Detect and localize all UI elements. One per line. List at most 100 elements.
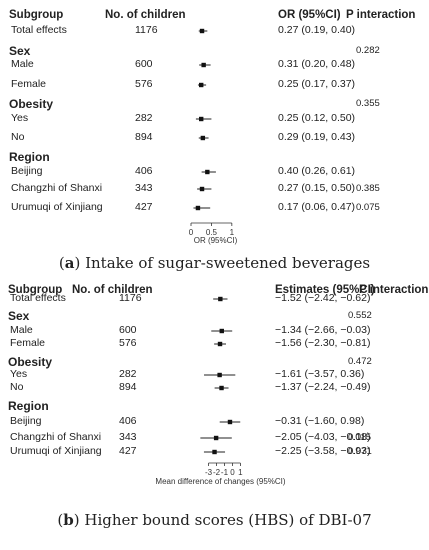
estimate-text: −0.31 (−1.60, 0.98) <box>275 415 365 427</box>
header-subgroup: Subgroup <box>8 284 63 296</box>
point-estimate <box>201 62 206 68</box>
header-estimate: OR (95%CI) <box>278 9 341 21</box>
header-n-children: No. of children <box>105 9 186 21</box>
subgroup-label: Yes <box>11 112 29 124</box>
x-axis-tick-label: 0.5 <box>205 228 217 237</box>
subgroup-label: Beijing <box>11 165 43 177</box>
point-estimate <box>219 328 224 334</box>
header-p-interaction: P interaction <box>359 284 429 296</box>
estimate-text: 0.25 (0.17, 0.37) <box>278 78 356 90</box>
estimate-text: 0.27 (0.19, 0.40) <box>278 24 356 36</box>
p-interaction-value: 0.472 <box>348 356 372 367</box>
subgroup-label: Urumuqi of Xinjiang <box>11 201 103 213</box>
header-n-children: No. of children <box>72 284 153 296</box>
estimate-text: −1.61 (−3.57, 0.36) <box>275 368 365 380</box>
n-children-value: 343 <box>119 431 137 443</box>
n-children-value: 894 <box>119 381 137 393</box>
point-estimate <box>199 186 205 192</box>
point-estimate <box>199 28 205 34</box>
point-estimate <box>227 419 233 425</box>
n-children-value: 576 <box>119 337 137 349</box>
header-estimate: Estimates (95%CI) <box>275 284 375 296</box>
caption-text: Higher bound scores (HBS) of DBI-07 <box>84 511 372 529</box>
section-label: Region <box>9 150 50 164</box>
subgroup-label: Male <box>11 58 34 70</box>
estimate-text: −1.52 (−2.42, −0.62) <box>275 292 371 304</box>
point-estimate <box>212 449 217 455</box>
estimate-text: −1.37 (−2.24, −0.49) <box>275 381 371 393</box>
x-axis-tick-label: 1 <box>238 468 243 477</box>
x-axis-tick-label: -2 <box>212 468 221 477</box>
estimate-text: −2.05 (−4.03, −0.08) <box>275 431 371 443</box>
n-children-value: 343 <box>135 182 153 194</box>
x-axis-tick-label: 0 <box>230 468 235 477</box>
estimate-text: 0.17 (0.06, 0.47) <box>278 201 356 213</box>
point-estimate <box>199 82 204 88</box>
subgroup-label: Yes <box>10 368 28 380</box>
section-label: Sex <box>9 44 31 58</box>
point-estimate <box>217 372 222 378</box>
header-p-interaction: P interaction <box>346 9 416 21</box>
estimate-text: 0.31 (0.20, 0.48) <box>278 58 356 70</box>
n-children-value: 427 <box>119 445 137 457</box>
n-children-value: 406 <box>119 415 137 427</box>
estimate-text: −1.34 (−2.66, −0.03) <box>275 324 371 336</box>
x-axis-label: OR (95%CI) <box>193 236 238 245</box>
point-estimate <box>195 205 201 211</box>
point-estimate <box>219 385 224 391</box>
header-subgroup: Subgroup <box>9 9 64 21</box>
x-axis-tick-label: 0 <box>188 228 194 237</box>
subgroup-label: No <box>10 381 24 393</box>
x-axis-tick-label: 1 <box>229 228 235 237</box>
n-children-value: 282 <box>135 112 153 124</box>
x-axis-tick-label: -1 <box>220 468 229 477</box>
point-estimate <box>213 435 219 441</box>
subgroup-label: Beijing <box>10 415 42 427</box>
subgroup-label: Female <box>11 78 47 90</box>
subgroup-label: Total effects <box>10 292 66 304</box>
subgroup-label: Changzhi of Shanxi <box>10 431 102 443</box>
estimate-text: 0.40 (0.26, 0.61) <box>278 165 356 177</box>
n-children-value: 600 <box>119 324 137 336</box>
caption-letter: a <box>64 254 75 272</box>
point-estimate <box>217 341 223 347</box>
p-interaction-value: 0.071 <box>348 446 372 457</box>
p-interaction-value: 0.355 <box>356 98 380 109</box>
n-children-value: 576 <box>135 78 153 90</box>
point-estimate <box>218 296 223 302</box>
n-children-value: 1176 <box>119 292 142 304</box>
p-interaction-value: 0.282 <box>356 45 380 56</box>
figure-caption: (a) Intake of sugar-sweetened beverages <box>58 254 371 272</box>
n-children-value: 1176 <box>135 24 158 36</box>
p-interaction-value: 0.385 <box>356 183 380 194</box>
point-estimate <box>205 169 210 175</box>
section-label: Obesity <box>9 97 54 111</box>
p-interaction-value: 0.552 <box>348 310 372 321</box>
section-label: Region <box>8 399 49 413</box>
point-estimate <box>199 116 204 122</box>
subgroup-label: Male <box>10 324 33 336</box>
x-axis-label: Mean difference of changes (95%CI) <box>155 477 286 486</box>
section-label: Obesity <box>8 355 53 369</box>
x-axis-tick-label: -3 <box>204 468 213 477</box>
subgroup-label: No <box>11 131 25 143</box>
n-children-value: 427 <box>135 201 153 213</box>
subgroup-label: Urumuqi of Xinjiang <box>10 445 102 457</box>
subgroup-label: Female <box>10 337 46 349</box>
n-children-value: 406 <box>135 165 153 177</box>
estimate-text: 0.27 (0.15, 0.50) <box>278 182 356 194</box>
estimate-text: −2.25 (−3.58, −0.93) <box>275 445 371 457</box>
section-label: Sex <box>8 309 30 323</box>
estimate-text: −1.56 (−2.30, −0.81) <box>275 337 371 349</box>
subgroup-label: Changzhi of Shanxi <box>11 182 103 194</box>
p-interaction-value: 0.075 <box>356 202 380 213</box>
estimate-text: 0.25 (0.12, 0.50) <box>278 112 356 124</box>
figure-caption: (b) Higher bound scores (HBS) of DBI-07 <box>57 511 372 529</box>
p-interaction-value: 0.115 <box>348 432 372 443</box>
n-children-value: 282 <box>119 368 137 380</box>
estimate-text: 0.29 (0.19, 0.43) <box>278 131 356 143</box>
subgroup-label: Total effects <box>11 24 67 36</box>
caption-letter: b <box>63 511 74 529</box>
